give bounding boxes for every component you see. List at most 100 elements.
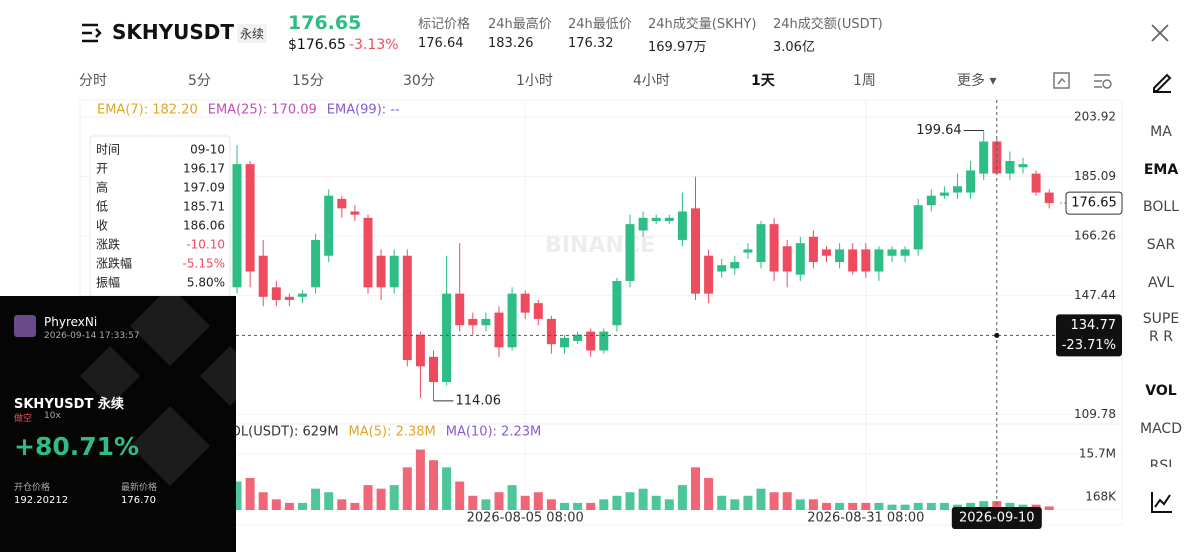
indicator-item[interactable]: EMA <box>1143 162 1179 178</box>
timeframe-tab[interactable]: 1周 <box>853 73 876 89</box>
info-label: 振幅 <box>96 275 120 290</box>
candle-body <box>494 312 504 348</box>
crosshair-change: -23.71% <box>1062 338 1116 353</box>
crosshair-dot <box>994 332 1000 338</box>
last-price-label: 176.65 <box>1071 196 1117 211</box>
last-value: 176.70 <box>121 495 156 506</box>
candle-body <box>900 249 910 256</box>
timeframe-tab[interactable]: 1小时 <box>516 73 553 89</box>
candle-body <box>415 334 425 367</box>
stat-value: 3.06亿 <box>773 40 815 55</box>
indicator-item[interactable]: MA <box>1150 124 1172 140</box>
timeframe-tab[interactable]: 15分 <box>292 73 324 89</box>
timeframe-tab[interactable]: 更多 ▾ <box>957 73 997 89</box>
info-value: 185.71 <box>183 200 225 214</box>
close-button[interactable] <box>1150 23 1170 43</box>
stat-value: 169.97万 <box>648 40 707 55</box>
volume-bar <box>756 488 766 510</box>
chart-type-icon[interactable] <box>1150 490 1174 514</box>
candle-body <box>560 337 569 348</box>
volume-bar <box>939 502 949 510</box>
indicator-item[interactable]: AVL <box>1147 275 1175 291</box>
indicator-item[interactable]: SUPER R <box>1142 311 1180 345</box>
stat-label: 24h成交额(USDT) <box>773 17 883 32</box>
volume-bar <box>337 499 347 510</box>
card-symbol: SKHYUSDT 永续 <box>14 397 124 412</box>
candle-body <box>717 265 727 272</box>
candle-body <box>389 255 399 288</box>
candle-body <box>874 249 884 272</box>
volume-bar <box>691 467 700 510</box>
y-tick-label: 166.26 <box>1074 228 1116 242</box>
candle-body <box>468 318 478 326</box>
indicator-item[interactable]: BOLL <box>1143 199 1179 215</box>
volume-bar <box>520 495 530 510</box>
info-value: 186.06 <box>183 219 225 233</box>
volume-bar <box>730 499 740 510</box>
candle-body <box>966 170 976 193</box>
volume-bar <box>874 502 884 510</box>
volume-bar <box>612 495 622 510</box>
volume-bar <box>677 485 687 510</box>
volume-bar <box>913 502 923 510</box>
indicator-item[interactable]: SAR <box>1146 237 1176 253</box>
indicator-item[interactable]: MACD <box>1140 421 1182 437</box>
volume-bar <box>546 499 556 510</box>
candle-body <box>271 287 281 300</box>
candle-body <box>887 249 897 256</box>
candle-body <box>939 192 949 196</box>
contract-tag: 永续 <box>237 24 268 43</box>
volume-bar <box>926 502 936 510</box>
indicator-item[interactable]: VOL <box>1145 383 1177 399</box>
stat-label: 24h成交量(SKHY) <box>648 17 757 32</box>
candle-body <box>586 331 596 351</box>
candle-body <box>992 141 1002 174</box>
timeframe-tab[interactable]: 4小时 <box>633 73 670 89</box>
info-label: 涨跌幅 <box>96 256 132 271</box>
volume-bar <box>743 495 753 510</box>
candle-body <box>1044 192 1054 204</box>
timeframe-tab[interactable]: 5分 <box>188 73 211 89</box>
stat-value: 176.64 <box>418 36 464 51</box>
candle-body <box>599 331 609 351</box>
last-price: 176.65 <box>288 12 362 34</box>
info-value: 5.80% <box>187 276 225 290</box>
volume-bar <box>782 492 792 510</box>
volume-bar <box>284 502 294 510</box>
timeframe-tab[interactable]: 分时 <box>79 73 107 89</box>
indicator-settings-icon[interactable] <box>1092 71 1114 91</box>
candle-body <box>913 205 923 250</box>
volume-bar <box>795 499 805 510</box>
candle-body <box>311 239 321 288</box>
candle-body <box>481 318 491 326</box>
volume-bar <box>625 492 635 510</box>
card-logo <box>80 296 236 486</box>
draw-tool-icon[interactable] <box>1150 69 1174 93</box>
timeframe-tab[interactable]: 30分 <box>403 73 435 89</box>
info-value: 196.17 <box>183 162 225 176</box>
volume-bar <box>533 492 543 510</box>
candle-body <box>769 224 779 272</box>
candle-body <box>337 198 347 209</box>
y-tick-label: 185.09 <box>1074 169 1116 183</box>
user-name: PhyrexNi <box>44 315 98 329</box>
candle-body <box>533 303 543 319</box>
chart-frame <box>79 99 1123 526</box>
candle-body <box>743 249 753 253</box>
info-value: 197.09 <box>183 181 225 195</box>
candle-body <box>638 217 648 231</box>
volume-bar <box>900 504 910 510</box>
indicator-item[interactable]: RSI <box>1149 458 1173 467</box>
candle-body <box>350 211 360 215</box>
volume-bar <box>481 499 491 510</box>
volume-bar <box>966 502 976 510</box>
candle-body <box>284 296 294 300</box>
volume-legend: MA(10): 2.23M <box>446 425 541 440</box>
chart-settings-icon[interactable] <box>1052 71 1072 91</box>
ema-legend: EMA(25): 170.09 <box>208 103 317 118</box>
y-tick-label: 109.78 <box>1074 407 1116 421</box>
candle-body <box>429 356 438 383</box>
timeframe-tab[interactable]: 1天 <box>751 73 775 89</box>
volume-bar <box>494 492 504 510</box>
